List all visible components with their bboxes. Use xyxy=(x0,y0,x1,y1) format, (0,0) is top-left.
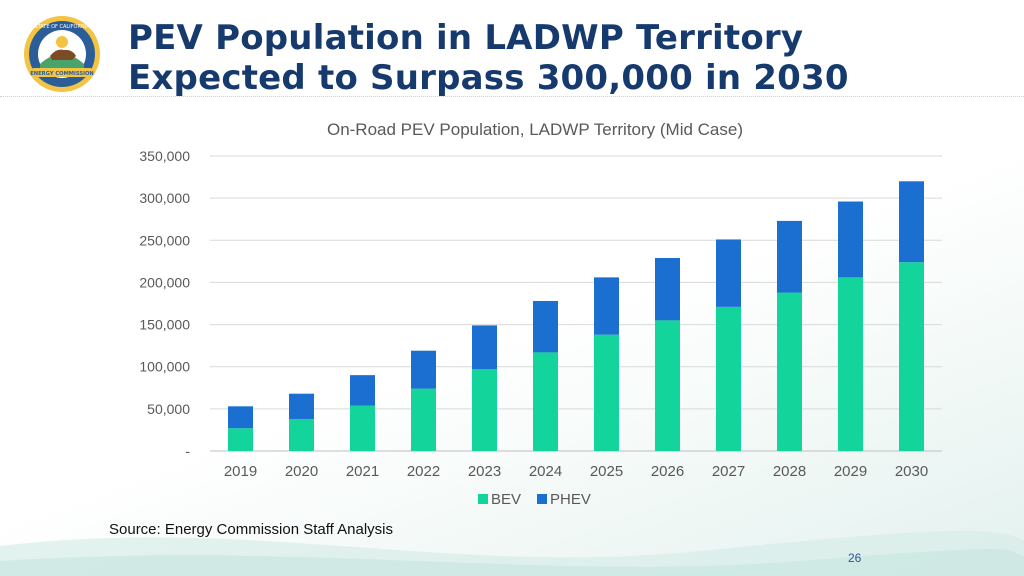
bar-phev-2023 xyxy=(472,325,497,370)
title-divider xyxy=(0,96,1024,97)
bar-bev-2023 xyxy=(472,369,497,451)
bar-bev-2027 xyxy=(716,306,741,451)
y-tick-label: 150,000 xyxy=(139,317,190,333)
y-tick-label: 350,000 xyxy=(139,148,190,164)
bar-phev-2025 xyxy=(594,277,619,335)
logo-banner-text: ENERGY COMMISSION xyxy=(30,71,94,77)
x-tick-label: 2027 xyxy=(712,463,745,480)
logo-top-text: STATE OF CALIFORNIA xyxy=(34,24,90,30)
chart-title: On-Road PEV Population, LADWP Territory … xyxy=(327,120,743,139)
chart-gridlines xyxy=(210,155,942,452)
bar-phev-2028 xyxy=(777,220,802,293)
legend-swatch-phev xyxy=(537,494,547,504)
bar-bev-2021 xyxy=(350,405,375,451)
bar-phev-2029 xyxy=(838,201,863,278)
bar-phev-2019 xyxy=(228,406,253,429)
x-tick-label: 2025 xyxy=(590,463,623,480)
x-tick-label: 2023 xyxy=(468,463,501,480)
bar-phev-2021 xyxy=(350,375,375,406)
bar-bev-2024 xyxy=(533,352,558,451)
bar-bev-2029 xyxy=(838,277,863,451)
page-title: PEV Population in LADWP Territory Expect… xyxy=(128,18,849,98)
x-tick-label: 2030 xyxy=(895,463,928,480)
bar-phev-2026 xyxy=(655,257,680,321)
title-line-2: Expected to Surpass 300,000 in 2030 xyxy=(128,58,849,98)
x-axis-ticks: 2019 2020 2021 2022 2023 2024 2025 2026 2027 2028… xyxy=(224,463,928,480)
bar-phev-2020 xyxy=(289,393,314,419)
page-number: 26 xyxy=(848,551,862,565)
y-tick-label: 250,000 xyxy=(139,232,190,248)
y-tick-label: - xyxy=(185,443,190,459)
x-tick-label: 2029 xyxy=(834,463,867,480)
source-note: Source: Energy Commission Staff Analysis xyxy=(109,521,394,538)
bar-bev-2028 xyxy=(777,292,802,451)
bar-phev-2024 xyxy=(533,300,558,353)
x-tick-label: 2020 xyxy=(285,463,318,480)
bar-bev-2019 xyxy=(228,428,253,451)
legend-swatch-bev xyxy=(478,494,488,504)
bar-bev-2025 xyxy=(594,334,619,451)
y-tick-label: 50,000 xyxy=(147,401,190,417)
legend-label-bev: BEV xyxy=(491,491,521,508)
bar-phev-2027 xyxy=(716,239,741,307)
bar-bev-2026 xyxy=(655,320,680,451)
y-axis-ticks: - 50,000 100,000 150,000 200,000 250,000 300,0… xyxy=(139,148,190,459)
x-tick-label: 2022 xyxy=(407,463,440,480)
bar-bev-2022 xyxy=(411,388,436,451)
chart-legend: BEV PHEV xyxy=(478,491,591,508)
legend-label-phev: PHEV xyxy=(550,491,591,508)
x-tick-label: 2019 xyxy=(224,463,257,480)
bar-phev-2030 xyxy=(899,181,924,263)
title-line-1: PEV Population in LADWP Territory xyxy=(128,18,804,58)
bar-bev-2030 xyxy=(899,262,924,451)
x-tick-label: 2021 xyxy=(346,463,379,480)
chart-bars xyxy=(228,181,924,451)
x-tick-label: 2024 xyxy=(529,463,562,480)
y-tick-label: 100,000 xyxy=(139,359,190,375)
y-tick-label: 200,000 xyxy=(139,274,190,290)
california-energy-commission-logo: ENERGY COMMISSION STATE OF CALIFORNIA xyxy=(24,16,100,92)
x-tick-label: 2028 xyxy=(773,463,806,480)
bar-bev-2020 xyxy=(289,418,314,451)
x-tick-label: 2026 xyxy=(651,463,684,480)
bar-phev-2022 xyxy=(411,350,436,389)
y-tick-label: 300,000 xyxy=(139,190,190,206)
